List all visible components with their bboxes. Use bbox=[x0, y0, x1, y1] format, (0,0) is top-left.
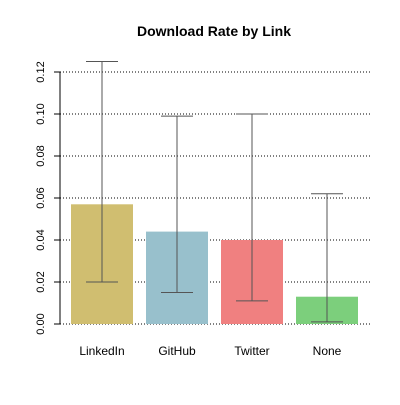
error-bar-none bbox=[311, 193, 343, 323]
y-tick-label: 0.08 bbox=[35, 145, 47, 166]
y-tick-label: 0.04 bbox=[35, 229, 47, 250]
x-axis-labels: LinkedIn GitHub Twitter None bbox=[79, 344, 341, 358]
y-tick-label: 0.12 bbox=[35, 61, 47, 82]
bars bbox=[71, 204, 358, 324]
y-tick-label: 0.10 bbox=[35, 103, 47, 124]
chart-title: Download Rate by Link bbox=[137, 23, 291, 39]
x-category-label: Twitter bbox=[234, 344, 269, 358]
y-tick-label: 0.02 bbox=[35, 271, 47, 292]
x-category-label: LinkedIn bbox=[79, 344, 124, 358]
y-tick-label: 0.06 bbox=[35, 187, 47, 208]
error-bars bbox=[86, 61, 343, 323]
error-bar-linkedin bbox=[86, 61, 118, 283]
x-category-label: None bbox=[313, 344, 342, 358]
y-tick-label: 0.00 bbox=[35, 313, 47, 334]
error-bar-twitter bbox=[236, 113, 268, 302]
y-axis: 0.00 0.02 0.04 0.06 0.08 0.10 0.12 bbox=[35, 61, 61, 335]
error-bar-github bbox=[161, 115, 193, 293]
x-category-label: GitHub bbox=[158, 344, 196, 358]
